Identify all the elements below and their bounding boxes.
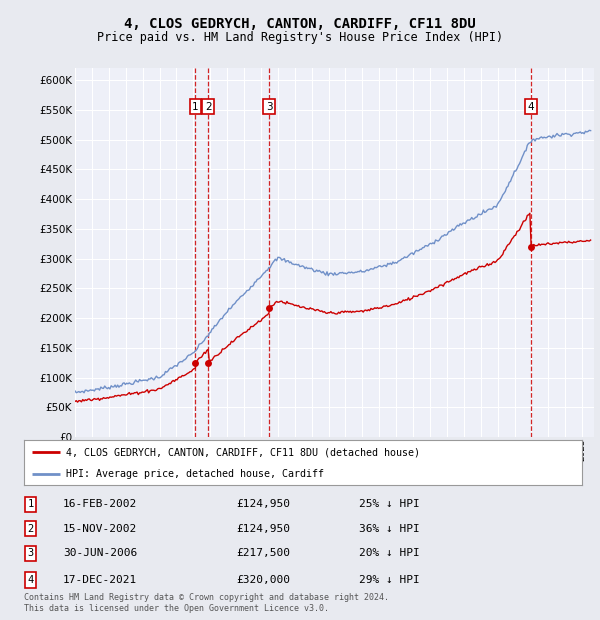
Text: 16-FEB-2002: 16-FEB-2002: [63, 499, 137, 509]
Text: HPI: Average price, detached house, Cardiff: HPI: Average price, detached house, Card…: [66, 469, 324, 479]
Text: 4, CLOS GEDRYCH, CANTON, CARDIFF, CF11 8DU: 4, CLOS GEDRYCH, CANTON, CARDIFF, CF11 8…: [124, 17, 476, 32]
Text: 36% ↓ HPI: 36% ↓ HPI: [359, 524, 419, 534]
Text: 20% ↓ HPI: 20% ↓ HPI: [359, 549, 419, 559]
Text: 1: 1: [192, 102, 199, 112]
Text: 1: 1: [28, 499, 34, 509]
Text: 3: 3: [266, 102, 272, 112]
Text: Contains HM Land Registry data © Crown copyright and database right 2024.: Contains HM Land Registry data © Crown c…: [24, 593, 389, 603]
Text: 2: 2: [205, 102, 211, 112]
Text: 4: 4: [527, 102, 534, 112]
Text: £320,000: £320,000: [236, 575, 290, 585]
Text: 4, CLOS GEDRYCH, CANTON, CARDIFF, CF11 8DU (detached house): 4, CLOS GEDRYCH, CANTON, CARDIFF, CF11 8…: [66, 447, 420, 458]
Text: 3: 3: [28, 549, 34, 559]
Text: 4: 4: [28, 575, 34, 585]
Text: 30-JUN-2006: 30-JUN-2006: [63, 549, 137, 559]
Text: 29% ↓ HPI: 29% ↓ HPI: [359, 575, 419, 585]
Text: £124,950: £124,950: [236, 524, 290, 534]
Text: £124,950: £124,950: [236, 499, 290, 509]
Text: 15-NOV-2002: 15-NOV-2002: [63, 524, 137, 534]
Text: This data is licensed under the Open Government Licence v3.0.: This data is licensed under the Open Gov…: [24, 604, 329, 613]
Text: 25% ↓ HPI: 25% ↓ HPI: [359, 499, 419, 509]
Text: £217,500: £217,500: [236, 549, 290, 559]
Text: Price paid vs. HM Land Registry's House Price Index (HPI): Price paid vs. HM Land Registry's House …: [97, 31, 503, 44]
Text: 17-DEC-2021: 17-DEC-2021: [63, 575, 137, 585]
Text: 2: 2: [28, 524, 34, 534]
